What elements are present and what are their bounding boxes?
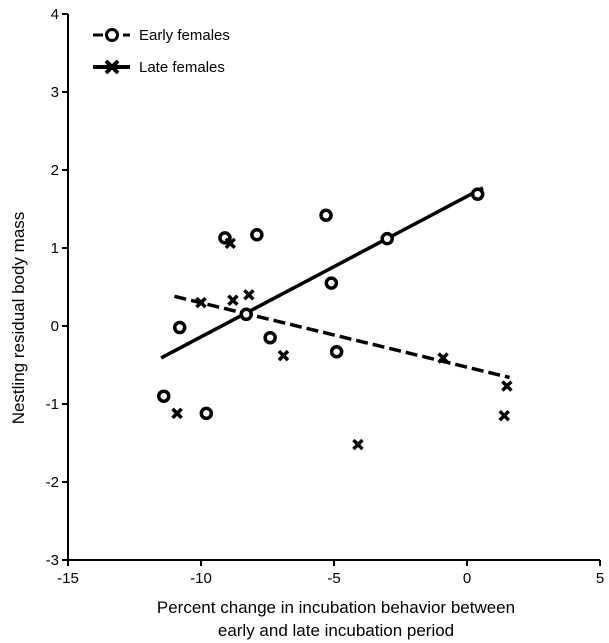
x-axis-title-line2: early and late incubation period [218,621,454,640]
legend-label-late: Late females [139,59,225,76]
point-early [157,389,171,403]
y-tick-label: -1 [46,396,59,413]
point-late [498,409,510,422]
y-tick-label: -2 [46,474,59,491]
point-late [501,380,513,392]
fit-line-early [160,186,484,360]
legend-marker-early [105,28,119,42]
point-late [243,289,255,301]
y-tick-label: 2 [51,162,59,179]
y-axis-title: Nestling residual body mass [9,212,28,425]
x-tick-label: -10 [190,570,212,587]
fit-line-late [173,294,510,380]
point-late [224,237,236,250]
legend-marker-late [104,59,120,75]
legend: Early females Late females [93,27,230,76]
point-late [227,294,239,306]
point-late [437,352,449,364]
point-early [250,227,264,242]
point-early [239,307,253,322]
point-early [324,276,339,290]
y-tick-label: 0 [51,318,59,335]
point-early [199,406,214,421]
y-tick-label: 3 [51,84,59,101]
point-late [352,438,364,451]
data-points [157,187,513,451]
fit-lines [160,186,510,380]
x-tick-label: 5 [596,570,604,587]
point-early [263,330,277,345]
y-tick-label: 1 [51,240,59,257]
x-tick-label: -15 [57,570,79,587]
point-early [329,344,344,359]
point-late [195,296,207,309]
x-tick-label: -5 [327,570,340,587]
y-tick-label: 4 [51,6,59,23]
point-late [171,407,183,420]
point-early [380,231,394,246]
legend-label-early: Early females [139,27,230,44]
y-tick-label: -3 [46,552,59,569]
point-early [319,208,333,222]
point-early [172,320,187,335]
x-axis-title-line1: Percent change in incubation behavior be… [157,598,515,617]
point-late [277,349,290,362]
point-early [470,187,485,201]
x-tick-label: 0 [463,570,471,587]
